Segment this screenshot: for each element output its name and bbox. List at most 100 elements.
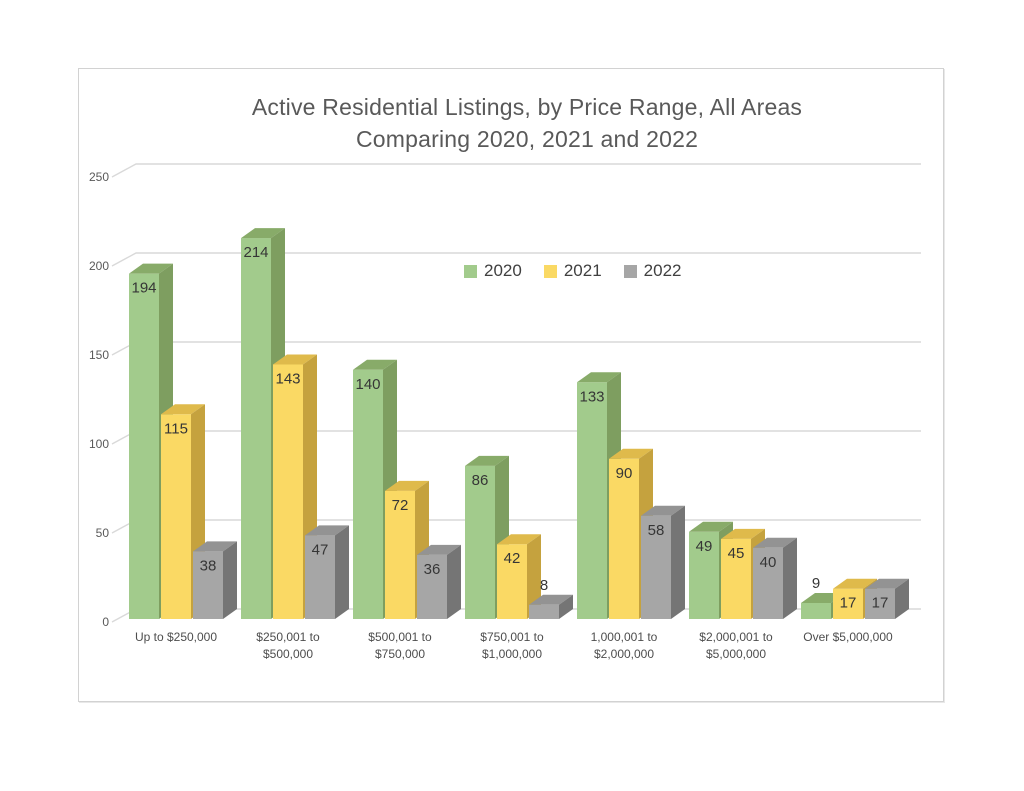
value-label-2021-cat3: 42 <box>504 550 521 567</box>
bar-front-2022-cat3 <box>529 604 559 619</box>
bar-top-2021-cat4 <box>609 448 653 459</box>
y-tick-label-50: 50 <box>96 526 110 540</box>
value-label-2020-cat3: 86 <box>472 472 489 489</box>
gridline-100 <box>111 430 921 445</box>
value-label-2020-cat1: 214 <box>243 244 268 261</box>
bar-top-2020-cat2 <box>353 359 397 370</box>
bar-top-2022-cat1 <box>305 525 349 536</box>
bar-top-2022-cat5 <box>753 537 797 548</box>
bar-front-2021-cat6 <box>833 588 863 619</box>
gridline-200 <box>111 252 921 267</box>
bar-top-2022-cat6 <box>865 578 909 589</box>
chart-frame: Active Residential Listings, by Price Ra… <box>78 68 944 702</box>
chart-title-line-2: Comparing 2020, 2021 and 2022 <box>355 126 699 152</box>
bar-front-2020-cat6 <box>801 602 831 619</box>
value-label-2021-cat0: 115 <box>164 420 188 437</box>
bar-front-2022-cat6 <box>865 588 895 619</box>
bar-side-2022-cat6 <box>895 578 909 619</box>
bar-top-2022-cat4 <box>641 505 685 516</box>
bar-side-2022-cat0 <box>223 541 237 619</box>
bar-front-2022-cat2 <box>417 554 447 619</box>
bar-top-2020-cat5 <box>689 521 733 532</box>
legend-swatch-icon-2021 <box>543 264 557 278</box>
legend-swatch-icon-2022 <box>623 264 637 278</box>
y-tick-label-200: 200 <box>89 259 109 273</box>
x-category-label-cat3-line1: $750,001 to <box>480 630 544 644</box>
value-label-2022-cat3: 8 <box>540 577 548 594</box>
bar-front-2020-cat4 <box>577 382 607 619</box>
bar-top-2022-cat3 <box>529 594 573 605</box>
value-label-2021-cat4: 90 <box>616 465 633 482</box>
value-label-2022-cat0: 38 <box>200 557 217 574</box>
value-label-2020-cat6: 9 <box>812 575 820 592</box>
y-tick-label-250: 250 <box>89 170 109 184</box>
bar-top-2021-cat3 <box>497 534 541 545</box>
bar-front-2022-cat0 <box>193 551 223 619</box>
bar-side-2022-cat3 <box>559 594 573 619</box>
value-label-2021-cat6: 17 <box>840 595 857 612</box>
chart-title-line-1: Active Residential Listings, by Price Ra… <box>251 94 803 120</box>
y-tick-label-150: 150 <box>89 348 109 362</box>
value-label-2022-cat6: 17 <box>872 595 889 612</box>
bar-front-2021-cat3 <box>497 544 527 619</box>
bar-top-2021-cat1 <box>273 354 317 365</box>
bar-top-2020-cat0 <box>129 263 173 274</box>
value-label-2021-cat5: 45 <box>728 545 745 562</box>
bar-front-2022-cat1 <box>305 535 335 619</box>
value-label-2022-cat2: 36 <box>424 561 441 578</box>
bar-side-2022-cat5 <box>783 537 797 619</box>
bar-front-2021-cat5 <box>721 538 751 619</box>
x-category-label-cat6-line1: Over $5,000,000 <box>803 630 893 644</box>
x-category-label-cat4-line1: 1,000,001 to <box>591 630 658 644</box>
legend-item-2022: 2022 <box>623 261 682 281</box>
gridline-150 <box>111 341 921 356</box>
bar-front-2020-cat0 <box>129 273 159 619</box>
bar-front-2021-cat2 <box>385 490 415 619</box>
legend-item-2020: 2020 <box>464 261 522 281</box>
gridline-50 <box>111 519 921 534</box>
value-label-2022-cat1: 47 <box>312 541 329 558</box>
x-category-label-cat3-line2: $1,000,000 <box>482 647 542 661</box>
value-label-2021-cat1: 143 <box>275 370 300 387</box>
x-category-label-cat2-line2: $750,000 <box>375 647 425 661</box>
bar-top-2021-cat2 <box>385 480 429 491</box>
bar-side-2022-cat2 <box>447 544 461 619</box>
y-tick-label-100: 100 <box>89 437 109 451</box>
gridline-250 <box>111 163 921 178</box>
bar-side-2021-cat3 <box>527 534 541 619</box>
bar-front-2020-cat1 <box>241 238 271 619</box>
x-category-label-cat5-line2: $5,000,000 <box>706 647 766 661</box>
x-category-label-cat4-line2: $2,000,000 <box>594 647 654 661</box>
y-tick-label-0: 0 <box>102 615 109 629</box>
bar-front-2020-cat2 <box>353 369 383 619</box>
bar-front-2021-cat0 <box>161 414 191 619</box>
bar-top-2020-cat3 <box>465 455 509 466</box>
bar-top-2020-cat1 <box>241 228 285 239</box>
value-label-2020-cat0: 194 <box>131 280 156 297</box>
bar-front-2020-cat3 <box>465 465 495 619</box>
legend-swatch-icon-2020 <box>464 264 477 278</box>
x-category-label-cat1-line1: $250,001 to <box>256 630 320 644</box>
x-category-label-cat2-line1: $500,001 to <box>368 630 432 644</box>
bar-top-2022-cat2 <box>417 544 461 555</box>
x-category-label-cat1-line2: $500,000 <box>263 647 313 661</box>
bar-front-2020-cat5 <box>689 531 719 619</box>
legend-item-2021: 2021 <box>543 261 602 281</box>
bar-top-2021-cat6 <box>833 578 877 589</box>
bar-front-2021-cat1 <box>273 364 303 619</box>
value-label-2020-cat5: 49 <box>696 538 713 555</box>
legend-label-2022: 2022 <box>643 261 682 280</box>
legend-label-2021: 2021 <box>563 261 602 280</box>
value-label-2022-cat5: 40 <box>760 554 777 571</box>
x-category-label-cat0-line1: Up to $250,000 <box>135 630 217 644</box>
bar-top-2021-cat5 <box>721 528 765 539</box>
bar-front-2022-cat4 <box>641 515 671 619</box>
value-label-2022-cat4: 58 <box>648 522 665 539</box>
chart-title: Active Residential Listings, by Price Ra… <box>95 91 959 155</box>
bar-front-2022-cat5 <box>753 547 783 619</box>
value-label-2020-cat2: 140 <box>355 376 380 393</box>
bar-top-2021-cat0 <box>161 404 205 415</box>
value-label-2021-cat2: 72 <box>392 497 409 514</box>
bar-front-2021-cat4 <box>609 458 639 619</box>
